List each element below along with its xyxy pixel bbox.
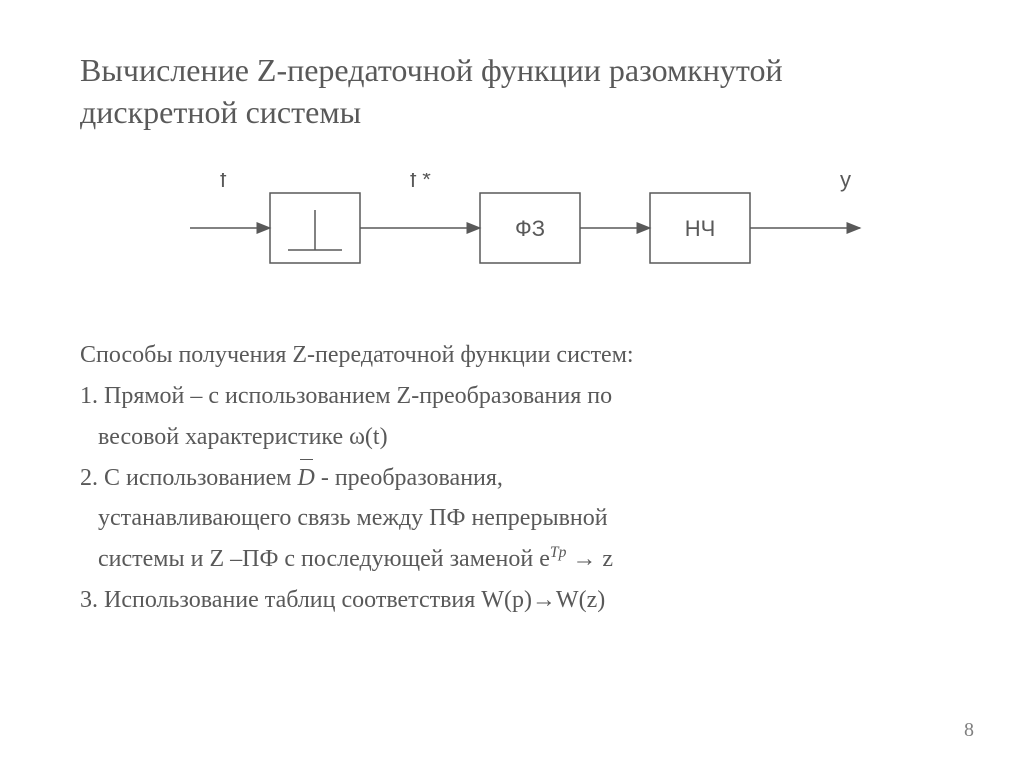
svg-text:y: y <box>840 173 851 192</box>
svg-text:f *: f * <box>410 173 431 192</box>
item-3-line: 3. Использование таблиц соответствия W(p… <box>80 583 944 618</box>
block-diagram: f f * ФЗ НЧ y <box>180 173 944 288</box>
intro-line: Способы получения Z-передаточной функции… <box>80 338 944 373</box>
body-text: Способы получения Z-передаточной функции… <box>80 338 944 618</box>
page-number: 8 <box>964 719 974 742</box>
slide-title: Вычисление Z-передаточной функции разомк… <box>80 50 944 133</box>
item-1-line-a: 1. Прямой – с использованием Z-преобразо… <box>80 379 944 414</box>
d-bar-symbol: D <box>298 461 315 496</box>
svg-text:ФЗ: ФЗ <box>515 216 545 241</box>
item-2-line-a: 2. С использованием D - преобразования, <box>80 461 944 496</box>
svg-text:НЧ: НЧ <box>685 216 716 241</box>
item-2-line-c: системы и Z –ПФ с последующей заменой eT… <box>80 542 944 577</box>
item-2-line-b: устанавливающего связь между ПФ непрерыв… <box>80 501 944 536</box>
svg-text:f: f <box>220 173 227 192</box>
item-1-line-b: весовой характеристике ω(t) <box>80 420 944 455</box>
